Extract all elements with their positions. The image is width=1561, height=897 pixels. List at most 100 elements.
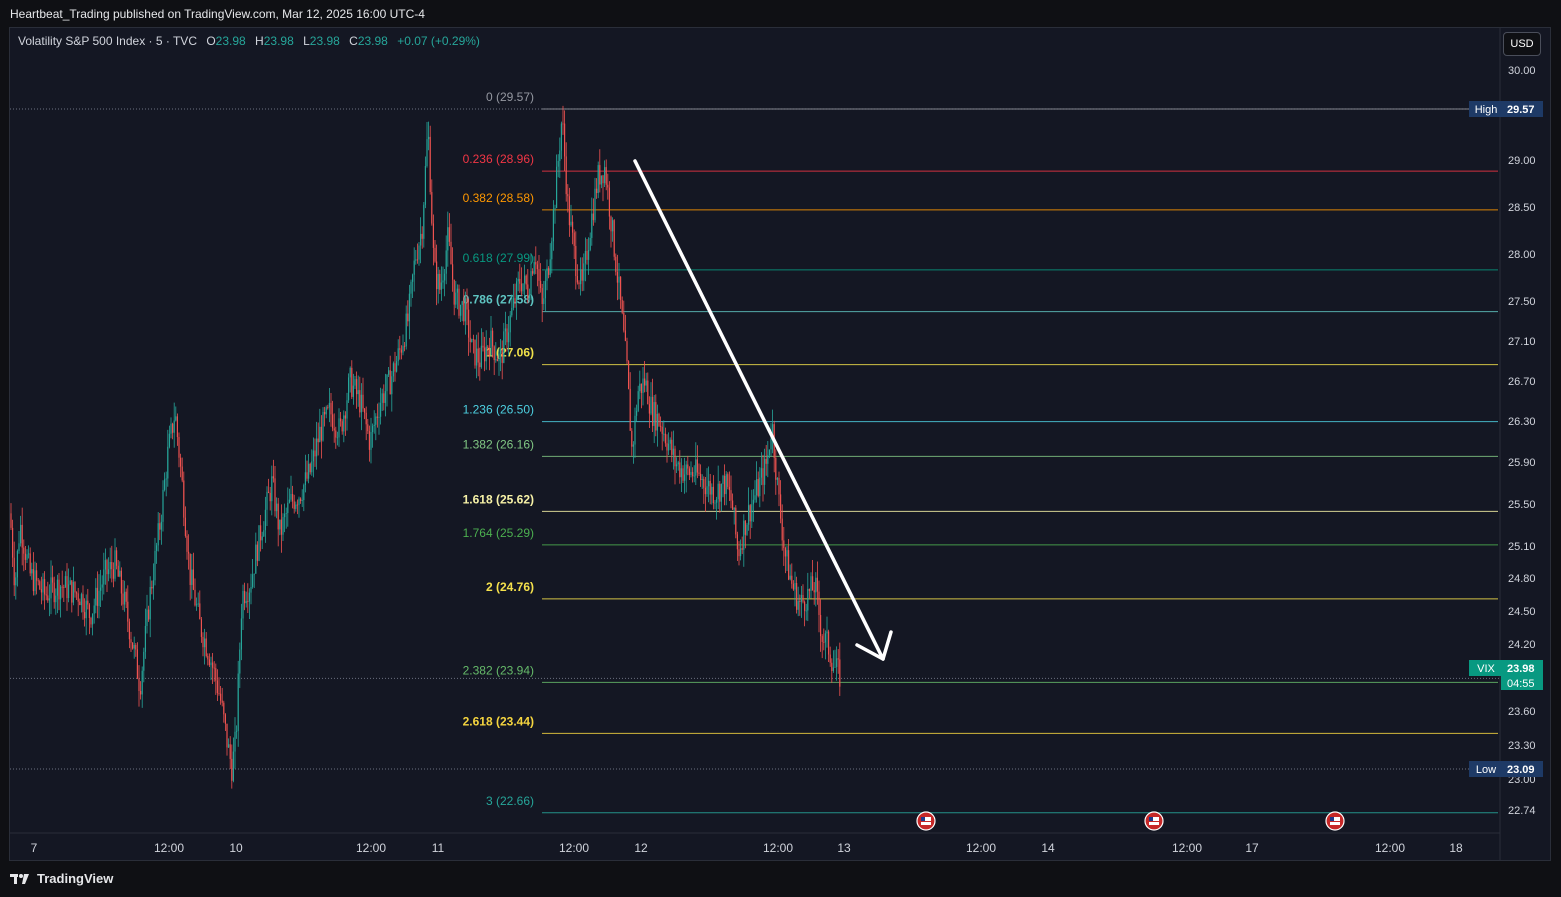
candle-body [351, 367, 353, 397]
candle-body [216, 680, 218, 694]
price-chart[interactable]: 0 (29.57) 0.236 (28.96) 0.382 (28.58) 0.618… [10, 28, 1550, 860]
candle-body [154, 550, 156, 581]
candle-body [780, 494, 782, 519]
chart-panel[interactable]: 0 (29.57) 0.236 (28.96) 0.382 (28.58) 0.618… [9, 27, 1551, 861]
candle-body [485, 346, 487, 362]
candle-body [237, 673, 239, 731]
candle-body [653, 402, 655, 426]
candle-body [301, 500, 303, 501]
candle-body [562, 123, 564, 125]
fib-level-label-2: 0.382 (28.58) [463, 191, 534, 205]
candle-body [117, 565, 119, 577]
candle-body [370, 432, 372, 450]
candle-body [180, 457, 182, 467]
candle-body [268, 491, 270, 493]
candle-body [815, 577, 817, 593]
candle-body [408, 293, 410, 322]
candle-body [18, 543, 20, 551]
candle-body [728, 486, 730, 491]
candle-body [808, 588, 810, 591]
candle-body [688, 468, 690, 475]
fib-level-label-9: 1.764 (25.29) [463, 526, 534, 540]
candle-body [447, 227, 449, 251]
candle-body [56, 579, 58, 596]
symbol-legend[interactable]: Volatility S&P 500 Index · 5 · TVC O23.9… [18, 34, 480, 48]
candle-body [660, 425, 662, 427]
tradingview-logo[interactable]: TradingView [10, 871, 113, 886]
candle-body [471, 339, 473, 342]
candle-body [269, 492, 271, 502]
candle-body [784, 548, 786, 557]
currency-button[interactable]: USD [1503, 32, 1541, 56]
candle-body [431, 192, 433, 224]
fib-level-label-5: 1 (27.06) [486, 346, 534, 360]
candle-body [317, 438, 319, 443]
x-tick-label-12: 17 [1245, 841, 1259, 855]
candle-body [368, 431, 370, 450]
candle-body [738, 549, 740, 557]
candle-body [165, 478, 167, 480]
candle-body [168, 433, 170, 447]
candle-body [586, 250, 588, 260]
candle-body [13, 557, 15, 586]
candle-body [464, 298, 466, 322]
candle-body [832, 667, 834, 671]
last-price-label: VIX [1477, 663, 1495, 675]
candle-body [536, 264, 538, 270]
candle-body [220, 693, 222, 701]
candle-body [717, 483, 719, 500]
candle-body [200, 619, 202, 637]
candle-body [205, 638, 207, 657]
candle-body [652, 396, 654, 426]
y-tick-label-14: 23.60 [1508, 706, 1536, 718]
candle-body [519, 278, 521, 284]
candle-body [23, 547, 25, 554]
candle-body [610, 216, 612, 232]
candle-body [420, 233, 422, 246]
candle-body [538, 269, 540, 281]
us-flag-icon-canton-0 [921, 817, 925, 821]
candle-body [682, 468, 684, 481]
candle-body [106, 560, 108, 575]
candle-body [418, 245, 420, 260]
candle-body [437, 273, 439, 290]
candle-body [300, 498, 302, 501]
candle-body [756, 479, 758, 496]
candle-body [181, 466, 183, 481]
candle-body [282, 517, 284, 535]
fib-level-label-6: 1.236 (26.50) [463, 403, 534, 417]
candle-body [376, 416, 378, 418]
candle-body [492, 330, 494, 347]
candle-body [74, 582, 76, 593]
candle-body [676, 464, 678, 467]
candle-body [404, 345, 406, 347]
candle-body [810, 576, 812, 591]
candle-body [556, 166, 558, 209]
candle-body [141, 670, 143, 695]
candle-body [112, 569, 114, 579]
candle-body [735, 507, 737, 535]
candle-body [101, 584, 103, 588]
candle-body [76, 592, 78, 594]
fib-level-label-10: 2 (24.76) [486, 580, 534, 594]
candle-body [383, 393, 385, 403]
candle-body [421, 233, 423, 239]
candle-body [410, 281, 412, 294]
candle-body [668, 443, 670, 451]
candle-body [813, 590, 815, 593]
candle-body [306, 472, 308, 479]
candle-body [100, 587, 102, 591]
fib-level-label-13: 3 (22.66) [486, 794, 534, 808]
candle-body [285, 513, 287, 514]
candle-body [724, 475, 726, 495]
candle-body [212, 662, 214, 668]
candle-body [394, 363, 396, 372]
candle-body [592, 213, 594, 221]
x-tick-label-2: 10 [229, 841, 243, 855]
candle-body [69, 580, 71, 585]
candle-body [540, 280, 542, 289]
candle-body [255, 544, 257, 574]
candle-body [293, 501, 295, 509]
candle-body [501, 349, 503, 363]
x-tick-label-14: 18 [1449, 841, 1463, 855]
